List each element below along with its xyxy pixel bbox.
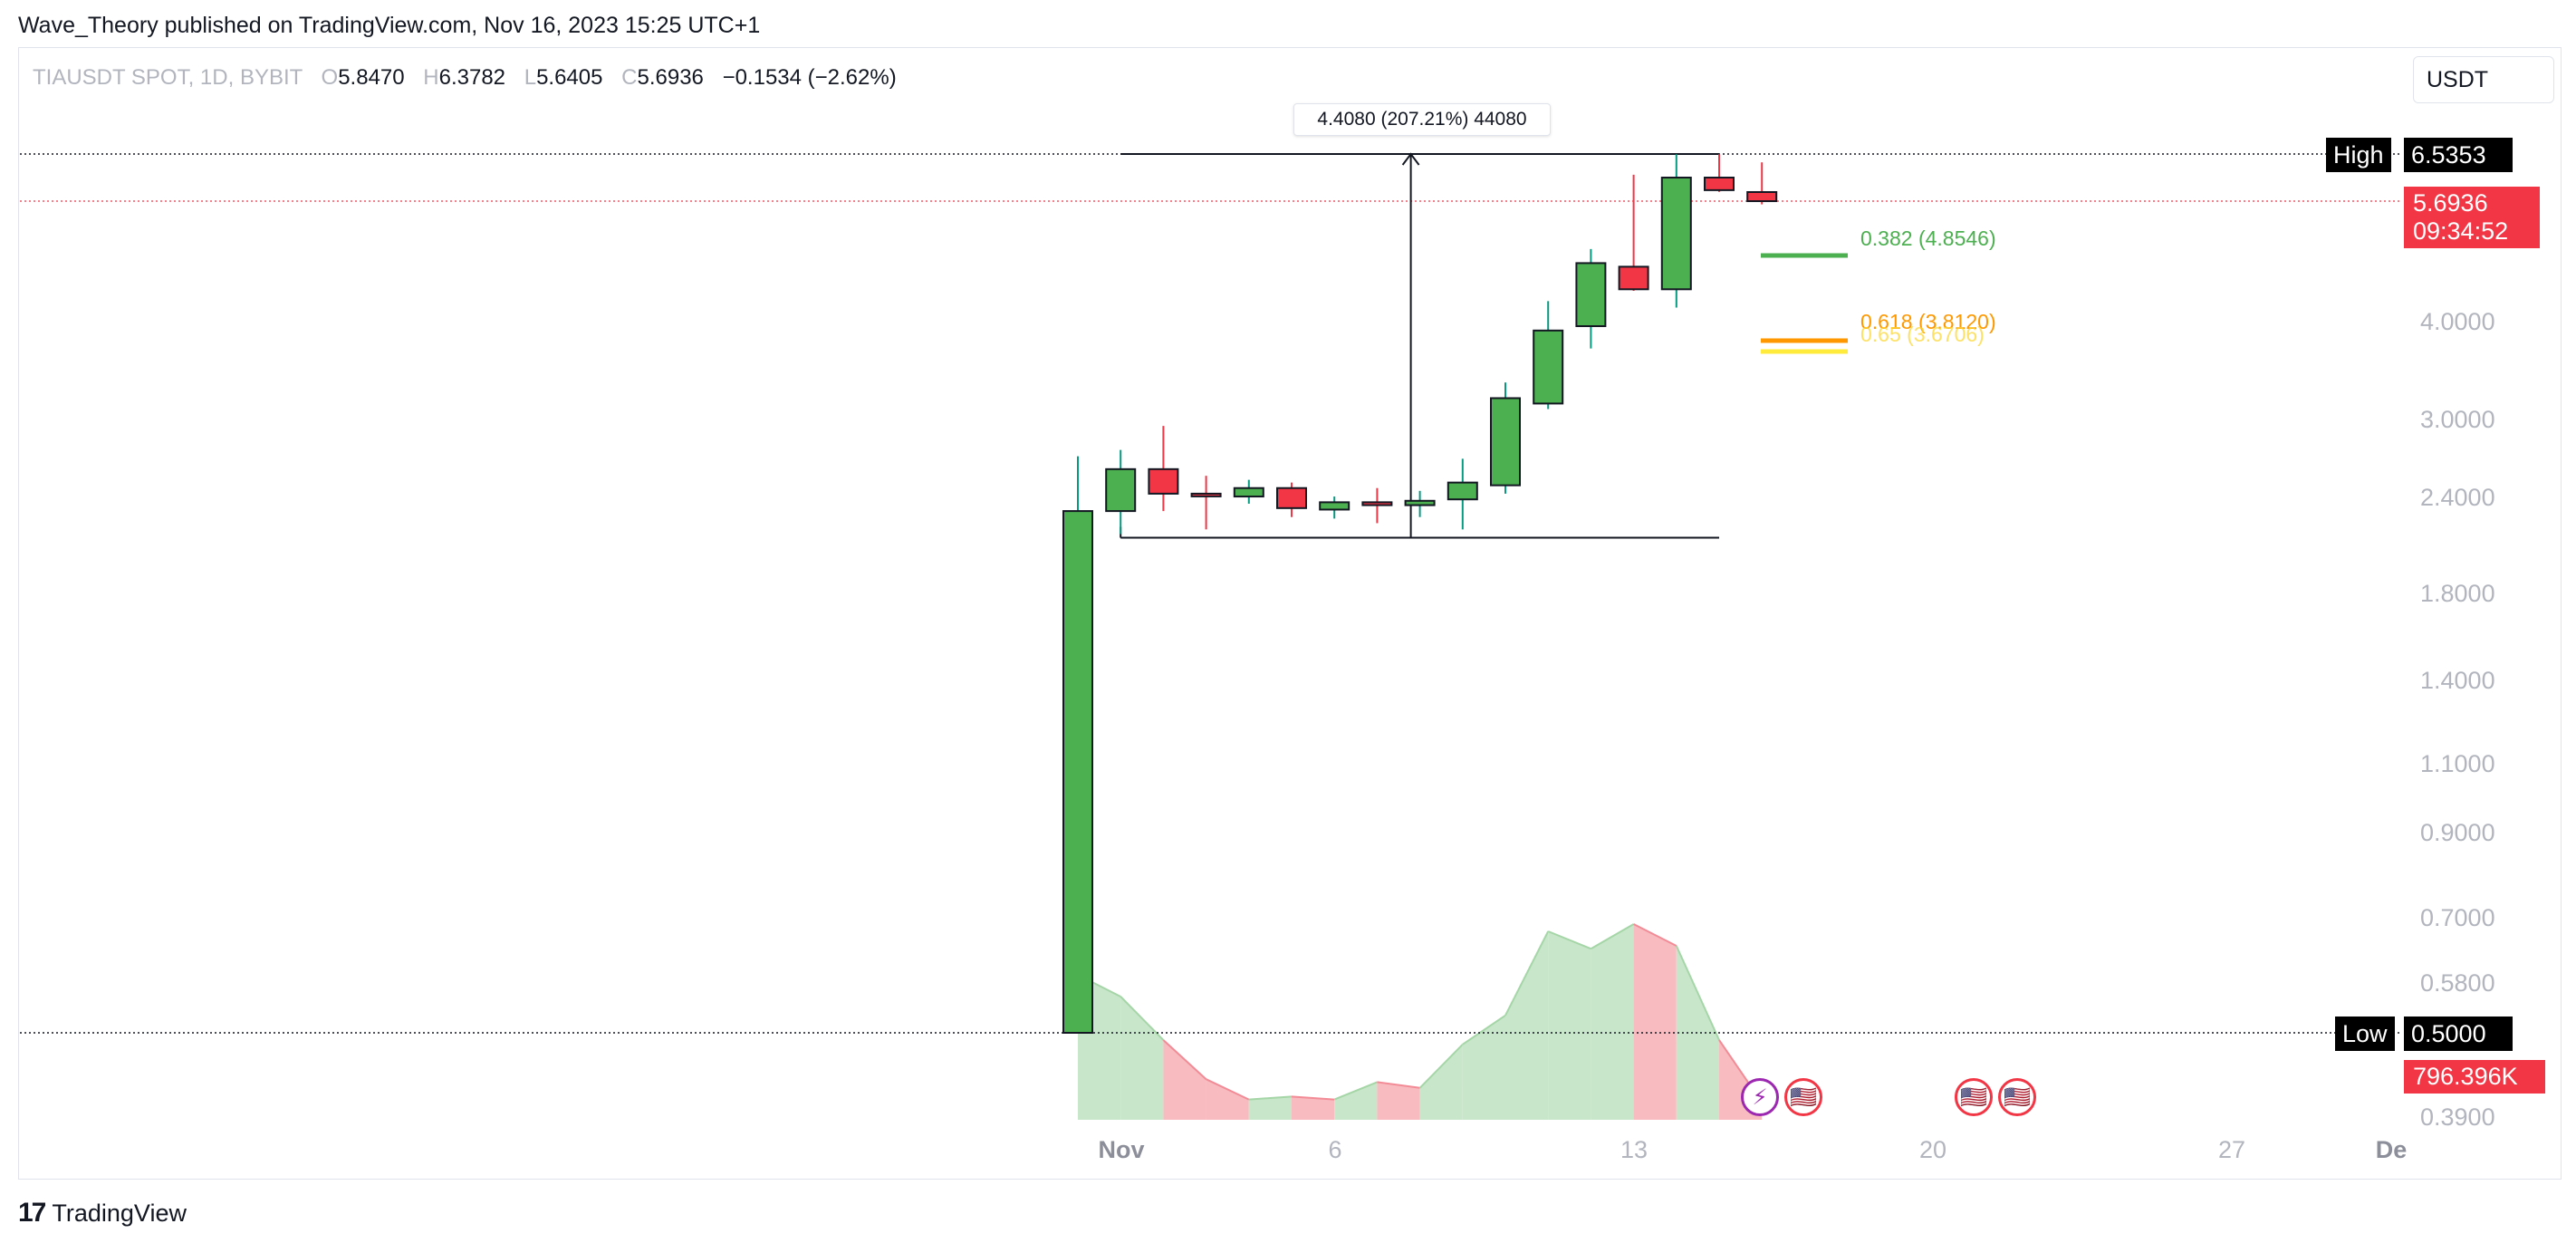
volume-area-edge [1633,923,1677,947]
candle-body [1319,501,1350,511]
candle-body [1062,510,1093,1034]
candle-body [1746,190,1778,203]
close-value: 5.6936 [637,65,704,90]
candle-body [1618,265,1649,291]
open-value: 5.8470 [338,65,405,90]
volume-area-edge [1206,1078,1250,1101]
price-axis-label: 0.9000 [2420,819,2495,846]
published-line: Wave_Theory published on TradingView.com… [18,13,761,38]
volume-area-segment [1206,1079,1249,1120]
candle-body [1404,499,1436,506]
time-axis-label: 20 [1918,1136,1947,1163]
low-value: 5.6405 [536,65,603,90]
high-tag-label: High [2326,138,2391,172]
candle-body [1233,487,1264,498]
time-axis-label: 6 [1328,1136,1342,1163]
low-tag-value: 0.5000 [2404,1017,2513,1051]
measure-arrow-head [1401,152,1420,166]
price-axis-label: 1.8000 [2420,580,2495,607]
us-flag-event-icon[interactable]: 🇺🇸 [1784,1078,1822,1116]
candle-body [1361,501,1393,506]
volume-area-edge [1418,1044,1464,1089]
close-label: C [621,65,638,90]
volume-area-segment [1334,1082,1378,1120]
volume-area-edge [1333,1081,1378,1101]
price-axis-label: 3.0000 [2420,406,2495,433]
volume-area-segment [1505,931,1549,1120]
candle-body [1660,177,1692,291]
change-value: −0.1534 (−2.62%) [722,65,897,90]
volume-area-segment [1248,1096,1292,1120]
volume-area-edge [1377,1081,1420,1089]
tradingview-logo-icon: 17 [18,1198,46,1228]
time-axis-label: 27 [2217,1136,2246,1163]
volume-area-segment [1633,924,1677,1120]
candle-body [1276,487,1307,509]
volume-area-segment [1591,924,1634,1120]
price-axis-label: 1.1000 [2420,750,2495,777]
volume-area-segment [1462,1015,1505,1120]
lightning-event-icon[interactable]: ⚡ [1741,1078,1779,1116]
volume-area-segment [1377,1082,1420,1120]
volume-area-edge [1248,1095,1293,1101]
footer-brand[interactable]: 17 TradingView [18,1198,187,1229]
us-flag-event-icon[interactable]: 🇺🇸 [1998,1078,2036,1116]
candle-body [1105,467,1137,513]
volume-area-segment [1548,931,1591,1120]
candle-body [1575,262,1607,328]
candle-body [1533,329,1564,405]
volume-area-segment [1676,946,1719,1120]
us-flag-event-icon[interactable]: 🇺🇸 [1955,1078,1993,1116]
time-axis-label: 13 [1620,1136,1648,1163]
volume-area-segment [1292,1096,1335,1120]
price-axis-label: 4.0000 [2420,308,2495,335]
price-axis-label: 2.4000 [2420,484,2495,511]
last-price-value: 5.6936 [2413,189,2488,217]
candle-body [1447,481,1478,501]
time-axis-label: Nov [1098,1136,1145,1163]
symbol-legend: TIAUSDT SPOT, 1D, BYBIT O5.8470 H6.3782 … [33,65,897,91]
low-label: L [524,65,537,90]
volume-area-edge [1120,996,1165,1041]
candle-body [1148,467,1179,495]
high-value: 6.3782 [438,65,506,90]
volume-area-segment [1163,1040,1206,1120]
volume-area-segment [1419,1044,1463,1120]
price-axis-label: 0.3900 [2420,1103,2495,1131]
symbol-name[interactable]: TIAUSDT SPOT, 1D, BYBIT [33,65,303,90]
volume-area-edge [1590,923,1635,950]
volume-area-edge [1675,945,1720,1041]
volume-area-edge [1462,1014,1506,1045]
price-axis-label: 1.4000 [2420,667,2495,694]
currency-selector[interactable]: USDT [2413,56,2554,103]
chart-frame[interactable] [18,47,2562,1180]
brand-name: TradingView [52,1199,187,1227]
volume-area-edge [1547,930,1591,950]
price-axis-label: 0.7000 [2420,904,2495,931]
candle-body [1704,177,1735,191]
volume-tag: 796.396K [2404,1060,2545,1094]
fib-label-0382: 0.382 (4.8546) [1860,226,1996,250]
countdown-timer: 09:34:52 [2413,217,2509,245]
volume-area-edge [1291,1095,1335,1101]
time-axis-label: De [2375,1136,2408,1163]
measure-label[interactable]: 4.4080 (207.21%) 44080 [1293,103,1551,136]
open-label: O [321,65,339,90]
candle-body [1490,397,1521,487]
fib-label-065: 0.65 (3.6706) [1860,323,1985,346]
fib-label-0618: 0.618 (3.8120) [1860,310,1996,333]
volume-area-edge [1162,1039,1207,1080]
price-axis-label: 0.5800 [2420,969,2495,997]
last-price-tag: 5.6936 09:34:52 [2404,187,2540,248]
high-label: H [423,65,439,90]
volume-area-segment [1120,997,1164,1120]
candle-body [1190,492,1222,497]
high-tag-value: 6.5353 [2404,138,2513,172]
volume-area-edge [1504,930,1550,1017]
low-tag-label: Low [2335,1017,2395,1051]
